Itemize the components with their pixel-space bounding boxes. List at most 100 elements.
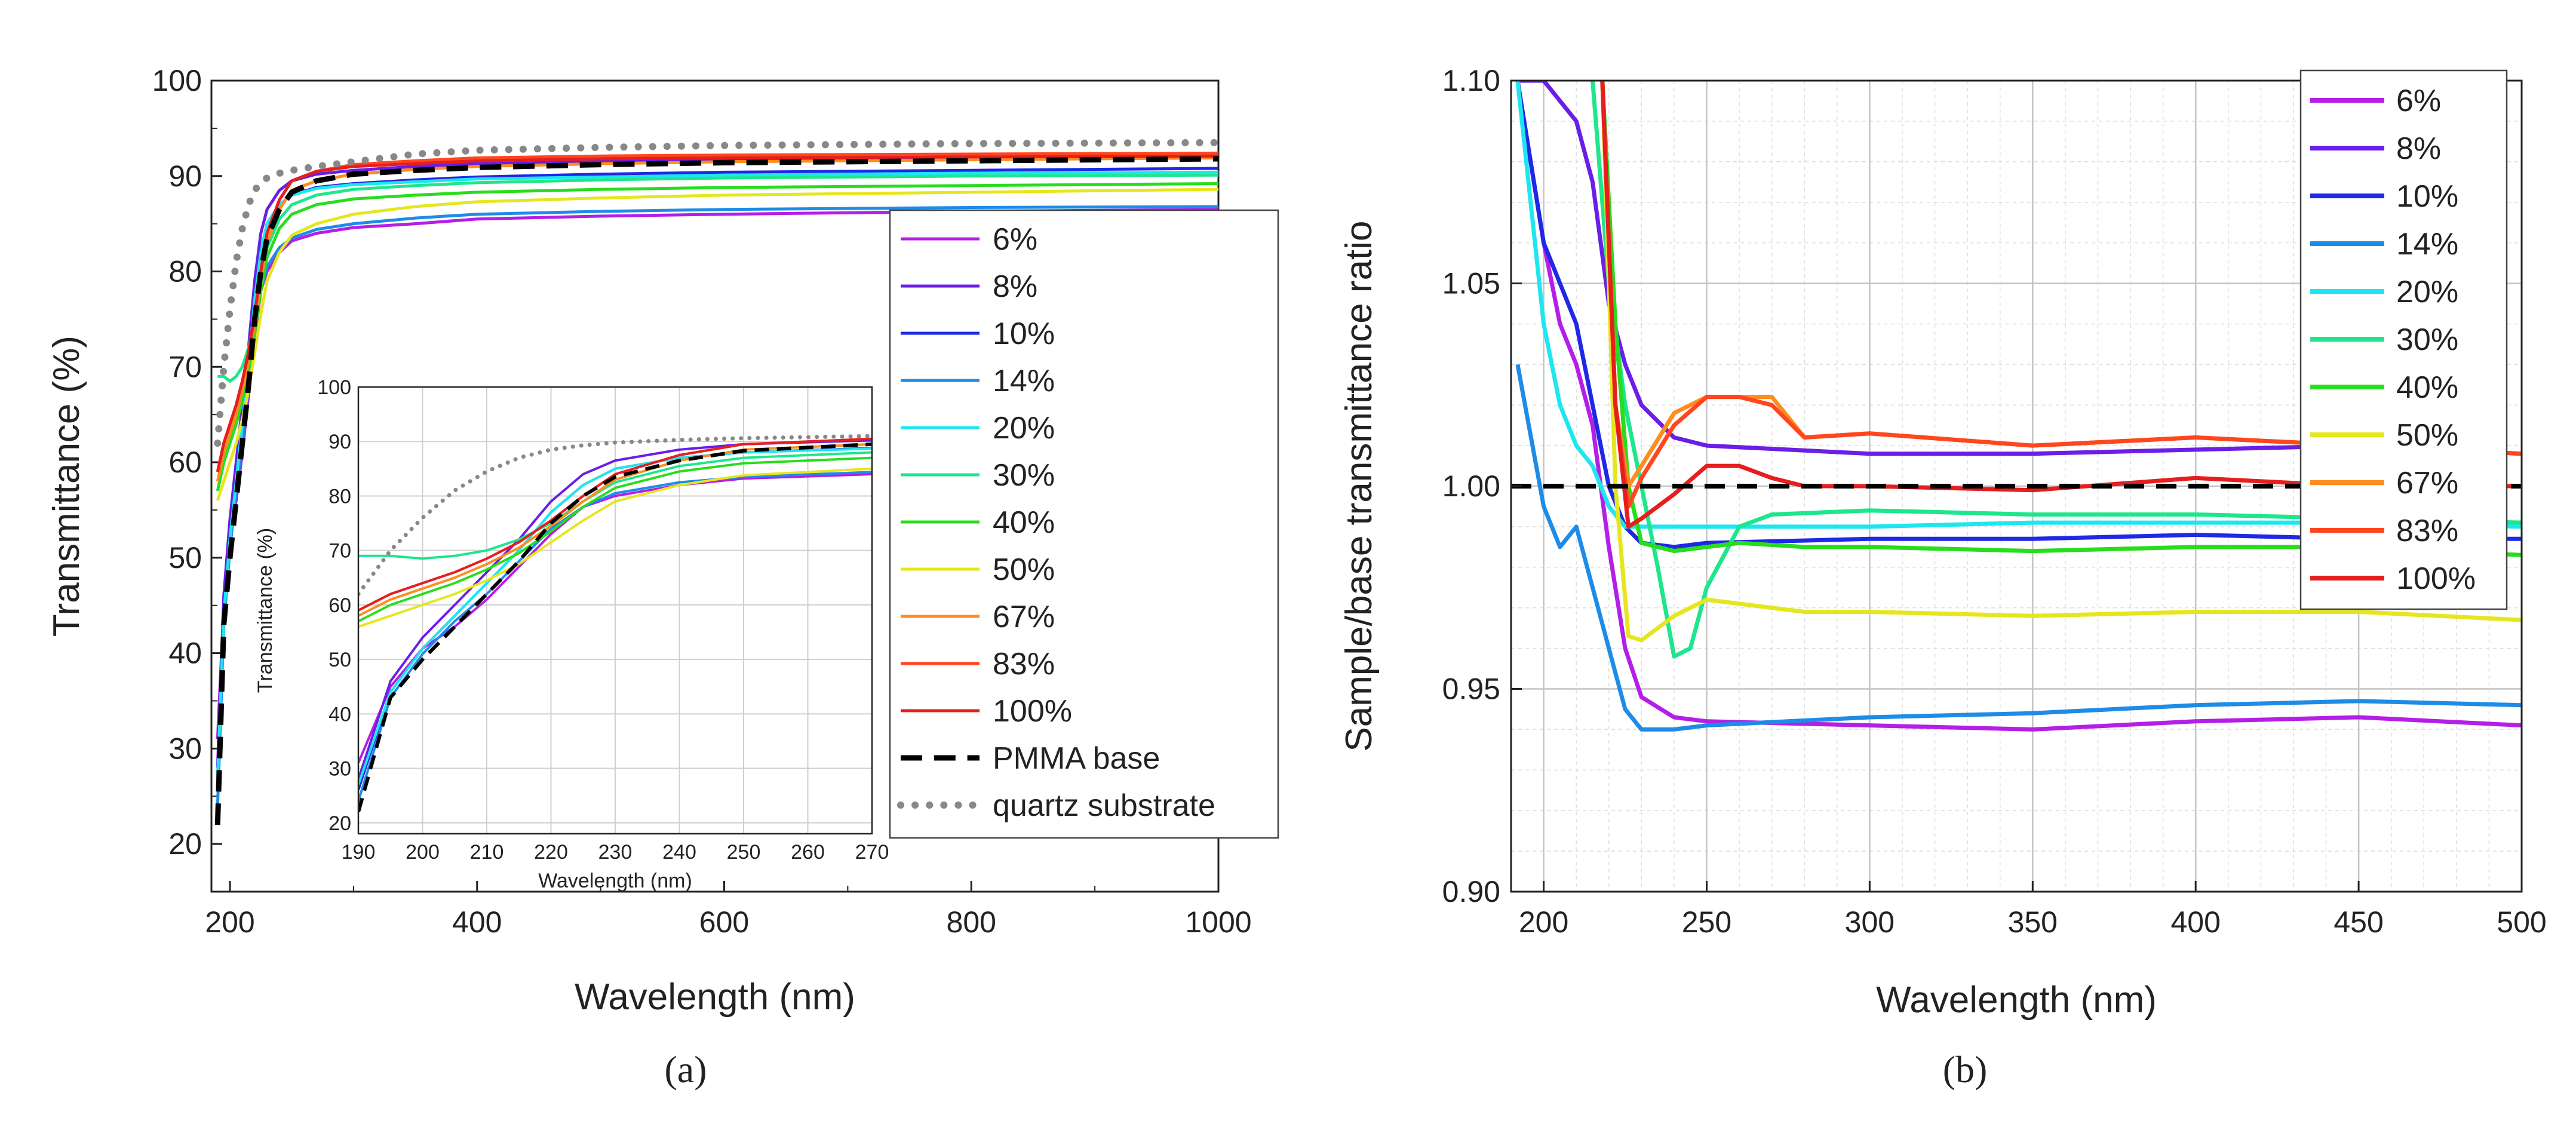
inset-x-tick-label: 210	[470, 841, 504, 864]
legend-label-a-5: 30%	[993, 458, 1055, 493]
inset-y-tick-label: 90	[328, 431, 351, 453]
b-series-line-0	[1515, 81, 2522, 732]
inset-series-line-11	[358, 442, 872, 813]
inset-y-tick-label: 60	[328, 594, 351, 617]
inset-x-tick-label: 230	[598, 841, 633, 864]
inset-x-tick-label: 260	[791, 841, 825, 864]
y-tick-label-a: 80	[168, 255, 202, 288]
inset-y-tick-label: 30	[328, 758, 351, 781]
inset-series-line-6	[358, 456, 872, 622]
inset-y-tick-label: 50	[328, 649, 351, 671]
y-tick-label-a: 30	[168, 732, 202, 765]
x-tick-label-a: 400	[452, 905, 502, 939]
legend-label-a-1: 8%	[993, 269, 1037, 304]
y-tick-label-a: 40	[168, 637, 202, 670]
y-tick-label-b: 0.90	[1442, 875, 1500, 908]
legend-label-b-7: 50%	[2396, 418, 2458, 453]
y-tick-label-b: 0.95	[1442, 672, 1500, 706]
a-series-line-11	[214, 156, 1218, 825]
legend-label-a-8: 67%	[993, 600, 1055, 634]
inset-frame	[357, 386, 873, 835]
x-tick-label-b: 300	[1845, 905, 1895, 939]
b-series-line-1	[1517, 81, 2522, 456]
y-tick-label-a: 90	[168, 159, 202, 193]
inset-x-axis-title: Wavelength (nm)	[538, 870, 692, 892]
legend-label-b-1: 8%	[2396, 131, 2441, 166]
inset-x-tick-label: 240	[662, 841, 696, 864]
legend-label-b-8: 67%	[2396, 466, 2458, 500]
y-tick-label-a: 60	[168, 446, 202, 479]
inset-x-tick-label: 270	[855, 841, 889, 864]
x-tick-label-a: 200	[205, 905, 254, 939]
legend-label-b-5: 30%	[2396, 323, 2458, 357]
y-tick-label-a: 100	[152, 64, 202, 97]
x-tick-label-b: 350	[2008, 905, 2058, 939]
inset-y-tick-label: 20	[328, 812, 351, 835]
inset-series-line-12	[358, 434, 872, 597]
x-tick-label-b: 200	[1519, 905, 1568, 939]
inset-x-tick-label: 250	[727, 841, 761, 864]
legend-box-a	[889, 209, 1279, 839]
legend-label-a-2: 10%	[993, 317, 1055, 351]
legend-label-a-0: 6%	[993, 222, 1037, 257]
x-axis-title-a: Wavelength (nm)	[575, 976, 855, 1018]
a-series-line-12	[214, 139, 1218, 447]
inset-y-axis-title: Transmittance (%)	[254, 528, 277, 693]
inset-x-tick-label: 190	[342, 841, 376, 864]
x-tick-label-b: 250	[1682, 905, 1731, 939]
inset-y-tick-label: 40	[328, 703, 351, 726]
x-tick-label-b: 450	[2334, 905, 2383, 939]
x-tick-label-a: 600	[699, 905, 749, 939]
panel-b: 200 250 300 350 400 450 500 0.90 0.95 1.00 1.05 1.1…	[1338, 64, 2547, 1091]
inset-series-line-4	[358, 447, 872, 785]
b-series-line-5	[1591, 81, 2522, 659]
b-series-line-4	[1515, 81, 2522, 529]
b-series-line-7	[1600, 81, 2522, 643]
a-series-line-5	[217, 173, 1218, 383]
inset-series-line-5	[358, 451, 872, 560]
panel-label-b: (b)	[1943, 1048, 1988, 1091]
a-series-line-7	[216, 188, 1218, 501]
legend-label-b-2: 10%	[2396, 179, 2458, 214]
legend-label-a-9: 83%	[993, 647, 1055, 681]
a-series-line-6	[216, 182, 1218, 492]
legend-a: 6% 8% 10% 14% 20% 30% 40% 50% 67% 83% 100% PMMA bas…	[889, 209, 1279, 839]
y-tick-label-b: 1.00	[1442, 469, 1500, 503]
legend-label-b-6: 40%	[2396, 370, 2458, 405]
x-tick-label-b: 500	[2497, 905, 2546, 939]
legend-label-a-12: quartz substrate	[993, 788, 1215, 823]
inset-x-tick-label: 220	[534, 841, 568, 864]
a-series-line-10	[216, 154, 1218, 472]
inset-series-line-10	[358, 437, 872, 612]
y-tick-label-a: 50	[168, 541, 202, 575]
legend-label-a-10: 100%	[993, 694, 1072, 729]
y-tick-label-a: 20	[168, 827, 202, 861]
legend-label-b-4: 20%	[2396, 275, 2458, 309]
inset-y-tick-label: 100	[317, 376, 351, 399]
inset-y-tick-label: 70	[328, 540, 351, 563]
legend-label-a-3: 14%	[993, 364, 1055, 398]
legend-label-a-4: 20%	[993, 411, 1055, 446]
inset-series-line-1	[358, 439, 872, 780]
b-series-line-10	[1600, 81, 2522, 529]
b-series-line-3	[1515, 364, 2522, 732]
x-axis-title-b: Wavelength (nm)	[1876, 979, 2157, 1021]
panel-label-a: (a)	[664, 1048, 707, 1091]
x-tick-label-a: 1000	[1185, 905, 1251, 939]
panel-a: 200 400 600 800 1000 20 30 40 50 60 70 80 90 100 Wavel…	[46, 64, 1279, 1091]
legend-label-b-3: 14%	[2396, 227, 2458, 262]
inset-a: 190 200 210 220 230 240 250 260 270 20 30 40 50 60 70 8…	[254, 376, 889, 892]
legend-label-b-9: 83%	[2396, 514, 2458, 548]
y-tick-label-a: 70	[168, 350, 202, 383]
legend-label-b-10: 100%	[2396, 561, 2476, 596]
legend-b: 6% 8% 10% 14% 20% 30% 40% 50% 67% 83% 100%	[2299, 69, 2508, 610]
legend-label-a-7: 50%	[993, 552, 1055, 587]
inset-series-line-3	[358, 471, 872, 801]
x-tick-label-b: 400	[2170, 905, 2220, 939]
inset-y-tick-label: 80	[328, 485, 351, 508]
legend-label-a-6: 40%	[993, 505, 1055, 540]
y-tick-label-b: 1.10	[1442, 64, 1500, 97]
inset-x-tick-label: 200	[406, 841, 440, 864]
y-tick-label-b: 1.05	[1442, 267, 1500, 300]
